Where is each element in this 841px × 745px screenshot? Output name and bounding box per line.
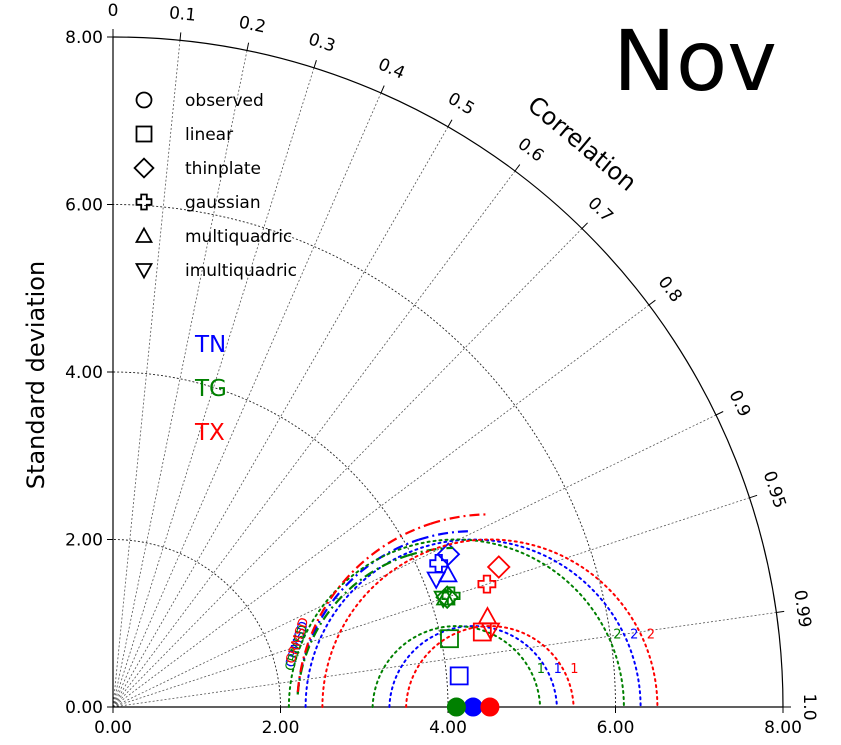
point-multiquadric: [479, 608, 496, 623]
legend-label: imultiquadric: [185, 261, 297, 281]
x-tick-label: 2.00: [262, 718, 300, 738]
crmsd-arc-tail: [430, 514, 486, 523]
legend-label: multiquadric: [185, 227, 292, 247]
x-tick-label: 4.00: [429, 718, 467, 738]
corr-tick-label: 0.3: [306, 29, 338, 56]
series-label-tg: TG: [194, 376, 227, 402]
y-tick-label: 6.00: [65, 196, 103, 216]
legend-marker-plus: [137, 195, 152, 210]
legend-label: gaussian: [185, 193, 261, 213]
crmsd-label: CRMSD: [283, 616, 312, 666]
corr-grid-line: [113, 127, 448, 707]
corr-tick-label: 0.8: [654, 273, 686, 307]
series-label-tn: TN: [194, 332, 226, 358]
corr-grid-line: [113, 305, 649, 707]
corr-tick-mark: [180, 32, 181, 40]
x-tick-label: 8.00: [764, 718, 802, 738]
series-tn: 1 2 CRMSD: [283, 531, 641, 716]
observed-point: [447, 698, 465, 716]
x-tick-label: 6.00: [597, 718, 635, 738]
legend-label: linear: [185, 125, 233, 145]
corr-tick-mark: [448, 120, 452, 127]
legend-marker-square: [137, 127, 152, 142]
std-arc: [113, 372, 448, 707]
corr-tick-mark: [247, 43, 249, 51]
point-thinplate: [488, 556, 509, 577]
legend-label: thinplate: [185, 159, 261, 179]
legend-layer: observed linear thinplate gaussian multiquad…: [135, 91, 297, 446]
legend-label: observed: [185, 91, 264, 111]
series-tx: 1 2 CRMSD: [283, 514, 657, 716]
corr-tick-mark: [649, 300, 655, 305]
rms-contour-label: 1: [570, 662, 578, 677]
rms-contour-label: 2: [613, 628, 621, 643]
corr-tick-mark: [314, 60, 316, 68]
rms-contour-label: 1: [537, 662, 545, 677]
corr-tick-label: 0.95: [759, 469, 790, 511]
crmsd-arc: [298, 524, 431, 692]
y-tick-label: 0.00: [65, 698, 103, 718]
corr-tick-mark: [515, 165, 520, 171]
rms-contour: [289, 540, 624, 708]
observed-point: [481, 698, 499, 716]
corr-grid-line: [113, 51, 247, 708]
series-label-tx: TX: [194, 420, 225, 446]
corr-tick-label: 0.5: [444, 89, 477, 120]
y-axis-label: Standard deviation: [22, 261, 50, 489]
corr-tick-mark: [776, 611, 784, 612]
corr-tick-mark: [750, 495, 758, 498]
y-tick-label: 8.00: [65, 28, 103, 48]
corr-tick-label: 0.7: [584, 193, 617, 226]
corr-tick-label: 0: [108, 1, 119, 21]
corr-tick-label: 0.6: [514, 134, 548, 166]
corr-tick-label: 1.0: [799, 693, 819, 720]
point-linear: [441, 630, 458, 647]
corr-tick-label: 0.4: [375, 55, 408, 84]
corr-tick-label: 0.9: [725, 387, 755, 420]
legend-marker-diamond: [135, 159, 154, 178]
crmsd-arc-tail: [419, 531, 470, 540]
corr-tick-mark: [582, 223, 588, 229]
y-tick-label: 2.00: [65, 531, 103, 551]
legend-marker-triangle-down: [137, 264, 152, 278]
corr-grid-line: [113, 415, 716, 707]
rms-contour-label: 2: [647, 628, 655, 643]
point-linear: [451, 667, 468, 684]
observed-point: [464, 698, 482, 716]
crmsd-arc-tail: [407, 548, 453, 556]
legend-marker-circle: [137, 93, 152, 108]
corr-tick-label: 0.1: [168, 3, 197, 26]
legend-marker-triangle-up: [137, 229, 152, 243]
corr-tick-mark: [381, 86, 384, 93]
corr-tick-label: 0.2: [237, 13, 267, 38]
rms-contour-label: 2: [630, 628, 638, 643]
x-tick-label: 0.00: [94, 718, 132, 738]
std-arc: [113, 540, 281, 708]
point-gaussian: [430, 555, 447, 572]
corr-tick-label: 0.99: [789, 589, 814, 629]
corr-tick-mark: [716, 412, 723, 416]
y-tick-label: 4.00: [65, 363, 103, 383]
chart-title: Nov: [613, 12, 777, 110]
